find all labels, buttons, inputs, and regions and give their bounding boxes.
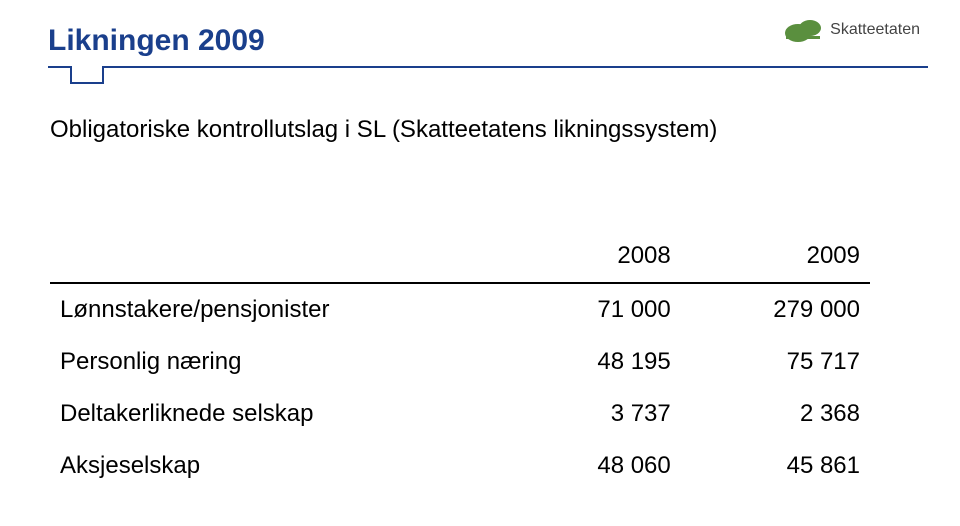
table-row: Deltakerliknede selskap 3 737 2 368	[50, 388, 870, 440]
row-val-2009: 75 717	[681, 336, 870, 388]
brand-logo-text: Skatteetaten	[830, 21, 920, 39]
table-header-col1: 2008	[492, 230, 681, 283]
row-val-2008: 48 060	[492, 440, 681, 492]
data-table: 2008 2009 Lønnstakere/pensjonister 71 00…	[50, 230, 870, 492]
table-header-blank	[50, 230, 492, 283]
page-title: Likningen 2009	[48, 24, 265, 58]
row-label: Aksjeselskap	[50, 440, 492, 492]
table-row: Aksjeselskap 48 060 45 861	[50, 440, 870, 492]
brand-logo: Skatteetaten	[784, 16, 920, 44]
row-val-2008: 71 000	[492, 283, 681, 336]
row-label: Deltakerliknede selskap	[50, 388, 492, 440]
row-val-2009: 45 861	[681, 440, 870, 492]
row-label: Personlig næring	[50, 336, 492, 388]
table-header-row: 2008 2009	[50, 230, 870, 283]
skatteetaten-icon	[784, 16, 822, 44]
slide: Likningen 2009 Skatteetaten Obligatorisk…	[0, 0, 960, 526]
row-val-2008: 48 195	[492, 336, 681, 388]
table-header-col2: 2009	[681, 230, 870, 283]
table-row: Lønnstakere/pensjonister 71 000 279 000	[50, 283, 870, 336]
row-val-2008: 3 737	[492, 388, 681, 440]
row-val-2009: 279 000	[681, 283, 870, 336]
title-notch-cover	[72, 65, 102, 69]
table-row: Personlig næring 48 195 75 717	[50, 336, 870, 388]
title-underline	[48, 66, 928, 68]
row-val-2009: 2 368	[681, 388, 870, 440]
subtitle: Obligatoriske kontrollutslag i SL (Skatt…	[50, 116, 717, 144]
row-label: Lønnstakere/pensjonister	[50, 283, 492, 336]
